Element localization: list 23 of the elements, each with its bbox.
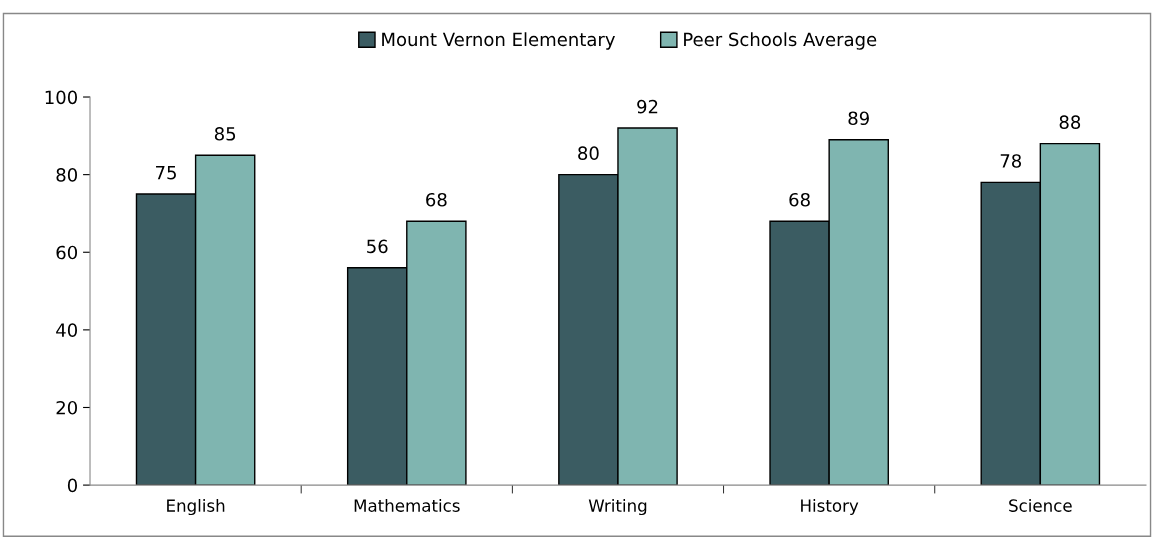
data-label: 80 bbox=[578, 146, 599, 161]
data-label: 68 bbox=[426, 192, 447, 207]
x-tick-label: Science bbox=[1009, 498, 1072, 512]
data-label: 56 bbox=[367, 239, 388, 254]
legend-label: Mount Vernon Elementary bbox=[382, 32, 615, 50]
data-label: 78 bbox=[1000, 154, 1022, 168]
x-tick-label: Writing bbox=[588, 498, 647, 516]
x-tick-label: English bbox=[167, 498, 225, 516]
x-tick-label: History bbox=[801, 498, 859, 516]
y-tick-label: 100 bbox=[45, 90, 78, 105]
legend-label: Peer Schools Average bbox=[684, 32, 877, 50]
data-label: 75 bbox=[156, 166, 176, 180]
data-label: 92 bbox=[637, 99, 658, 114]
data-label: 89 bbox=[848, 111, 869, 126]
y-tick-label: 80 bbox=[56, 168, 78, 182]
data-label: 85 bbox=[214, 126, 236, 141]
x-tick-label: Mathematics bbox=[354, 498, 460, 512]
y-tick-label: 0 bbox=[67, 478, 78, 493]
data-label: 88 bbox=[1059, 115, 1081, 129]
y-tick-label: 40 bbox=[56, 323, 78, 337]
y-tick-label: 60 bbox=[56, 245, 78, 260]
data-label: 68 bbox=[789, 192, 810, 207]
y-tick-label: 20 bbox=[56, 400, 78, 415]
